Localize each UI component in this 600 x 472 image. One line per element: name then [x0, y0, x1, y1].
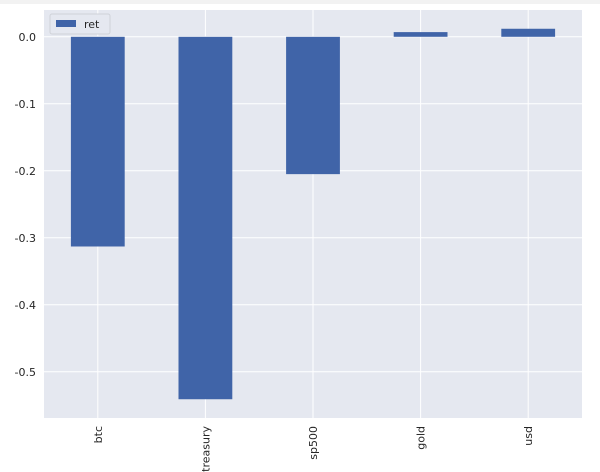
- x-tick-label-btc: btc: [92, 426, 105, 443]
- y-tick-label: -0.5: [15, 366, 36, 379]
- x-tick-label-usd: usd: [522, 426, 535, 446]
- legend: ret: [49, 13, 111, 35]
- bar-btc: [70, 36, 125, 247]
- y-tick-label: -0.2: [15, 165, 36, 178]
- x-tick-label-sp500: sp500: [307, 426, 320, 460]
- y-tick-label: -0.4: [15, 299, 36, 312]
- window-top-edge: [0, 0, 600, 4]
- legend-box: [49, 13, 111, 35]
- y-tick-label: -0.3: [15, 232, 36, 245]
- x-tick-label-treasury: treasury: [199, 426, 212, 472]
- bar-treasury: [178, 36, 233, 400]
- bar-usd: [501, 28, 556, 37]
- y-axis: 0.0 -0.1 -0.2 -0.3 -0.4 -0.5: [15, 31, 36, 379]
- legend-swatch: [56, 20, 76, 27]
- bar-gold: [393, 32, 448, 37]
- x-tick-label-gold: gold: [415, 426, 428, 450]
- bars: [70, 28, 556, 400]
- y-tick-label: -0.1: [15, 98, 36, 111]
- bar-sp500: [286, 36, 340, 175]
- y-tick-label: 0.0: [19, 31, 37, 44]
- x-axis: btc treasury sp500 gold usd: [92, 426, 535, 472]
- legend-label: ret: [84, 18, 100, 31]
